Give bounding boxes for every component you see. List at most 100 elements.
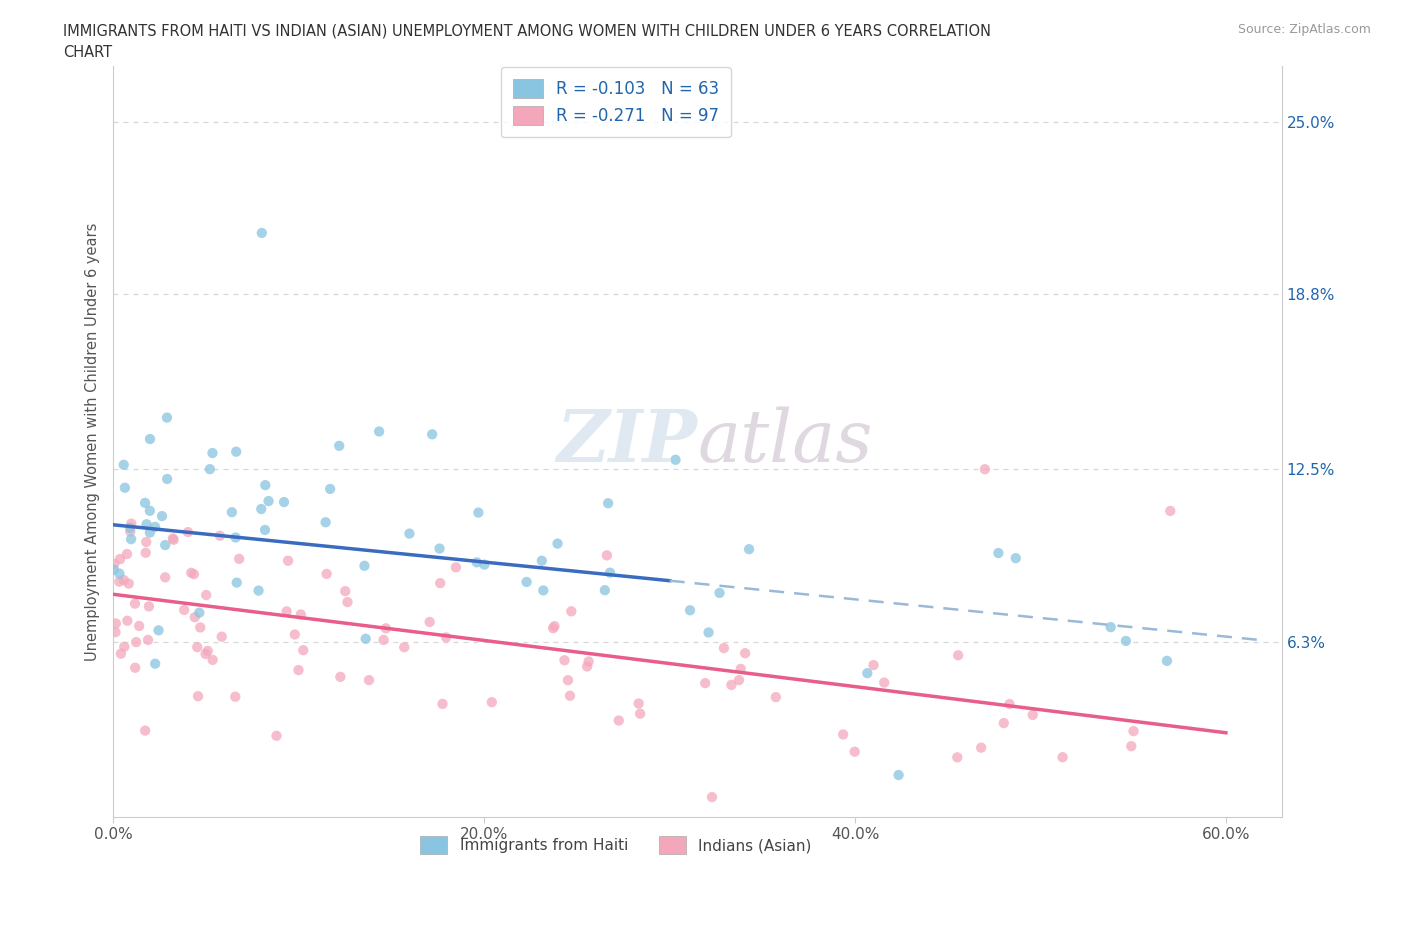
Point: [432, 697, 454, 711]
Point: [429, 541, 451, 556]
Legend: Immigrants from Haiti, Indians (Asian): Immigrants from Haiti, Indians (Asian): [412, 829, 820, 861]
Point: [844, 744, 866, 759]
Point: [139, 503, 162, 518]
Point: [104, 616, 127, 631]
Point: [136, 632, 159, 647]
Point: [970, 740, 993, 755]
Point: [112, 639, 135, 654]
Point: [734, 645, 756, 660]
Point: [946, 750, 969, 764]
Point: [628, 706, 651, 721]
Point: [856, 666, 879, 681]
Point: [103, 556, 125, 571]
Point: [709, 586, 731, 601]
Point: [336, 594, 359, 609]
Point: [186, 640, 208, 655]
Point: [287, 663, 309, 678]
Point: [112, 458, 135, 472]
Point: [593, 583, 616, 598]
Point: [135, 535, 157, 550]
Point: [720, 677, 742, 692]
Point: [353, 558, 375, 573]
Point: [153, 538, 176, 552]
Point: [627, 696, 650, 711]
Point: [254, 478, 277, 493]
Text: atlas: atlas: [697, 406, 873, 477]
Point: [139, 525, 162, 540]
Point: [114, 480, 136, 495]
Point: [697, 625, 720, 640]
Point: [173, 603, 195, 618]
Point: [188, 620, 211, 635]
Text: IMMIGRANTS FROM HAITI VS INDIAN (ASIAN) UNEMPLOYMENT AMONG WOMEN WITH CHILDREN U: IMMIGRANTS FROM HAITI VS INDIAN (ASIAN) …: [63, 23, 991, 38]
Point: [368, 424, 391, 439]
Point: [543, 618, 565, 633]
Text: CHART: CHART: [63, 45, 112, 60]
Point: [143, 520, 166, 535]
Point: [398, 526, 420, 541]
Point: [276, 604, 298, 618]
Point: [112, 573, 135, 588]
Point: [224, 689, 246, 704]
Point: [596, 548, 619, 563]
Point: [1115, 633, 1137, 648]
Point: [560, 604, 582, 618]
Point: [277, 553, 299, 568]
Point: [108, 566, 131, 581]
Point: [679, 603, 702, 618]
Point: [328, 438, 350, 453]
Point: [117, 613, 139, 628]
Point: [290, 607, 312, 622]
Point: [134, 724, 156, 738]
Point: [138, 599, 160, 614]
Point: [135, 517, 157, 532]
Point: [184, 610, 207, 625]
Point: [329, 670, 352, 684]
Point: [315, 515, 337, 530]
Point: [541, 620, 564, 635]
Point: [530, 553, 553, 568]
Point: [664, 452, 686, 467]
Point: [225, 575, 247, 590]
Point: [998, 697, 1021, 711]
Point: [120, 521, 142, 536]
Point: [695, 676, 717, 691]
Point: [124, 596, 146, 611]
Point: [547, 537, 569, 551]
Point: [198, 461, 221, 476]
Point: [335, 584, 357, 599]
Point: [201, 445, 224, 460]
Point: [225, 530, 247, 545]
Point: [134, 496, 156, 511]
Point: [419, 615, 441, 630]
Point: [195, 588, 218, 603]
Point: [873, 675, 896, 690]
Point: [108, 574, 131, 589]
Point: [700, 790, 723, 804]
Point: [315, 566, 337, 581]
Point: [135, 545, 157, 560]
Point: [420, 427, 443, 442]
Text: Source: ZipAtlas.com: Source: ZipAtlas.com: [1237, 23, 1371, 36]
Point: [153, 570, 176, 585]
Point: [156, 410, 179, 425]
Point: [354, 631, 377, 646]
Point: [221, 505, 243, 520]
Point: [946, 648, 969, 663]
Point: [429, 576, 451, 591]
Point: [444, 560, 467, 575]
Point: [1004, 551, 1026, 565]
Point: [973, 462, 995, 477]
Point: [273, 495, 295, 510]
Point: [730, 661, 752, 676]
Point: [738, 542, 761, 557]
Point: [124, 660, 146, 675]
Point: [862, 658, 884, 672]
Point: [553, 653, 575, 668]
Point: [481, 695, 503, 710]
Point: [143, 657, 166, 671]
Point: [765, 690, 787, 705]
Point: [104, 625, 127, 640]
Point: [1122, 724, 1144, 738]
Point: [110, 646, 132, 661]
